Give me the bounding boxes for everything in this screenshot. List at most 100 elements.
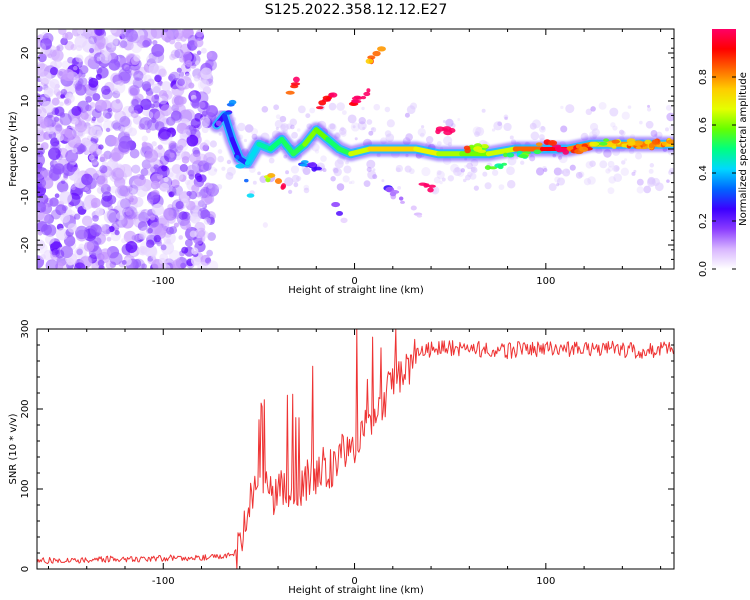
spectrogram-speckle bbox=[465, 174, 471, 181]
spectrogram-speckle bbox=[296, 128, 301, 132]
spectrogram-speckle bbox=[99, 165, 108, 174]
spectrogram-ridge-mark bbox=[548, 139, 558, 146]
spectrogram-speckle bbox=[565, 168, 570, 174]
spectrogram-speckle bbox=[51, 249, 61, 258]
y-tick-label: 20 bbox=[20, 47, 31, 60]
spectrogram-speckle bbox=[55, 124, 63, 132]
spectrogram-speckle bbox=[73, 65, 78, 71]
spectrogram-speckle bbox=[520, 160, 525, 165]
spectrogram-speckle bbox=[484, 182, 492, 190]
spectrogram-speckle bbox=[285, 170, 290, 175]
spectrogram-speckle bbox=[49, 66, 59, 76]
spectrogram-ridge-mark bbox=[463, 145, 471, 151]
spectrogram-speckle bbox=[620, 167, 629, 176]
spectrogram-speckle bbox=[467, 171, 473, 178]
spectrogram-speckle bbox=[166, 226, 175, 235]
spectrogram-speckle bbox=[146, 239, 155, 248]
spectrogram-speckle bbox=[133, 70, 144, 81]
spectrogram-speckle bbox=[385, 133, 395, 143]
spectrogram-speckle bbox=[419, 132, 425, 138]
spectrogram-speckle bbox=[288, 189, 293, 194]
spectrogram-speckle bbox=[666, 179, 670, 183]
spectrogram-speckle bbox=[170, 49, 181, 59]
spectrogram-ridge-mark bbox=[484, 165, 492, 170]
spectrogram-speckle bbox=[178, 211, 188, 221]
spectrogram-speckle bbox=[37, 178, 47, 188]
spectrogram-speckle bbox=[225, 172, 234, 180]
spectrogram-speckle bbox=[125, 185, 133, 193]
spectrogram-speckle bbox=[297, 105, 306, 114]
spectrogram-speckle bbox=[55, 249, 65, 259]
spectrogram-speckle bbox=[654, 133, 658, 137]
spectrogram-speckle bbox=[176, 212, 191, 227]
spectrogram-speckle bbox=[607, 166, 613, 172]
spectrogram-speckle bbox=[54, 193, 60, 199]
colorbar: 0.0 0.2 0.4 0.6 0.8 Normalized spectral ampl… bbox=[698, 29, 749, 277]
spectrogram-speckle bbox=[624, 158, 628, 162]
spectrogram-speckle bbox=[39, 71, 52, 84]
spectrogram-speckle bbox=[248, 125, 254, 131]
spectrogram-speckle bbox=[92, 93, 101, 102]
spectrogram-speckle bbox=[140, 98, 152, 111]
spectrogram-speckle bbox=[143, 244, 158, 258]
spectrogram-speckle bbox=[148, 108, 161, 120]
spectrogram-ridge-mark bbox=[329, 92, 338, 98]
spectrogram-speckle bbox=[39, 253, 46, 260]
y-tick-label: -20 bbox=[20, 237, 31, 253]
spectrogram-speckle bbox=[506, 166, 515, 176]
spectrogram-speckle bbox=[133, 174, 146, 187]
spectrogram-ridge-mark bbox=[435, 129, 441, 135]
spectrogram-speckle bbox=[336, 102, 345, 111]
spectrogram-speckle bbox=[548, 183, 557, 192]
spectrogram-speckle bbox=[591, 128, 600, 137]
spectrogram-speckle bbox=[102, 108, 113, 119]
spectrogram-speckle bbox=[200, 67, 213, 80]
spectrogram-speckle bbox=[361, 106, 365, 111]
spectrogram-speckle bbox=[50, 142, 60, 152]
spectrogram-ridge-mark bbox=[290, 82, 301, 86]
spectrogram-speckle bbox=[37, 126, 43, 133]
spectrogram-speckle bbox=[111, 167, 125, 181]
spectrogram-speckle bbox=[646, 177, 656, 187]
spectrogram-speckle bbox=[108, 59, 121, 71]
spectrogram-speckle bbox=[70, 44, 77, 51]
spectrogram-speckle bbox=[100, 252, 109, 260]
spectrogram-speckle bbox=[507, 156, 517, 166]
spectrogram-speckle bbox=[339, 127, 347, 135]
spectrogram-speckle bbox=[328, 102, 337, 111]
spectrogram-speckle bbox=[182, 108, 195, 122]
spectrogram-speckle bbox=[291, 131, 298, 139]
spectrogram-speckle bbox=[189, 152, 201, 164]
spectrogram-speckle bbox=[171, 83, 185, 97]
spectrogram-speckle bbox=[94, 29, 105, 37]
spectrogram-ridge-mark bbox=[398, 196, 404, 201]
spectrogram-speckle bbox=[161, 165, 168, 172]
spectrogram-speckle bbox=[182, 129, 191, 138]
spectrogram-speckle bbox=[60, 179, 66, 185]
spectrogram-speckle bbox=[105, 42, 113, 50]
spectrogram-speckle bbox=[207, 154, 212, 159]
spectrogram-speckle bbox=[443, 136, 453, 146]
spectrogram-speckle bbox=[421, 167, 431, 177]
spectrogram-speckle bbox=[627, 105, 632, 109]
spectrogram-speckle bbox=[503, 114, 509, 120]
spectrogram-speckle bbox=[250, 128, 258, 136]
spectrogram-speckle bbox=[196, 153, 208, 165]
spectrogram-speckle bbox=[554, 176, 561, 183]
spectrogram-speckle bbox=[71, 105, 82, 116]
bottom-x-axis-label: Height of straight line (km) bbox=[288, 585, 424, 596]
spectrogram-speckle bbox=[101, 161, 108, 168]
spectrogram-speckle bbox=[174, 41, 182, 50]
spectrogram-speckle bbox=[195, 29, 204, 38]
spectrogram-speckle bbox=[135, 234, 142, 241]
spectrogram-speckle bbox=[128, 127, 138, 137]
spectrogram-speckle bbox=[436, 170, 442, 176]
spectrogram-speckle bbox=[80, 111, 89, 120]
spectrogram-speckle bbox=[226, 166, 236, 176]
spectrogram-speckle bbox=[397, 185, 402, 190]
spectrogram-speckle bbox=[51, 49, 64, 62]
spectrogram-speckle bbox=[97, 259, 105, 267]
spectrogram-speckle bbox=[149, 108, 161, 120]
spectrogram-speckle bbox=[160, 104, 173, 117]
spectrogram-speckle bbox=[45, 234, 55, 245]
